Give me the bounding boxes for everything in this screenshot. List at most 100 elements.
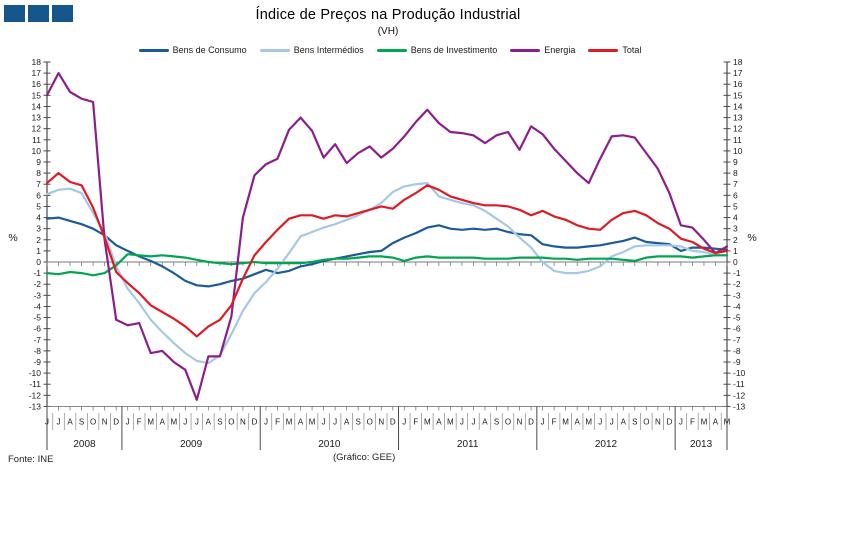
y-tick-label-right: -12 [733, 390, 746, 400]
legend-label: Energia [544, 45, 576, 55]
y-tick-label-left: -2 [33, 279, 41, 289]
series-line-energia [45, 71, 729, 401]
y-tick-label-right: -8 [733, 346, 741, 356]
month-label: A [574, 418, 580, 427]
month-label: M [309, 418, 316, 427]
legend-item: Bens Intermédios [259, 45, 364, 55]
year-label: 2008 [73, 439, 96, 450]
y-tick-label-left: -4 [33, 301, 41, 311]
month-label: D [528, 418, 534, 427]
y-tick-label-right: -6 [733, 324, 741, 334]
y-tick-label-left: -1 [33, 268, 41, 278]
y-tick-label-left: 16 [32, 79, 42, 89]
y-tick-label-left: -12 [29, 390, 42, 400]
month-label: O [228, 418, 234, 427]
y-tick-label-right: -5 [733, 313, 741, 323]
month-label: N [240, 418, 246, 427]
month-label: M [585, 418, 592, 427]
legend-item: Bens de Investimento [376, 45, 497, 55]
y-tick-label-left: 17 [32, 68, 42, 78]
year-label: 2010 [318, 439, 341, 450]
month-label: A [298, 418, 304, 427]
month-label: S [217, 418, 222, 427]
y-tick-label-right: 14 [733, 101, 743, 111]
y-tick-label-right: -11 [733, 379, 745, 389]
chart-title: Índice de Preços na Produção Industrial [255, 7, 521, 23]
y-tick-label-left: 12 [32, 124, 42, 134]
month-label: F [413, 418, 418, 427]
month-label: M [447, 418, 454, 427]
legend-item: Energia [510, 45, 575, 55]
y-tick-label-right: 1 [733, 246, 738, 256]
logo-square [28, 5, 49, 22]
legend: Bens de Consumo Bens Intermédios Bens de I… [40, 45, 740, 55]
month-label: F [690, 418, 695, 427]
y-tick-label-right: 0 [733, 257, 738, 267]
month-label: J [183, 418, 187, 427]
legend-item: Bens de Consumo [138, 45, 247, 55]
month-label: J [460, 418, 464, 427]
month-label: M [701, 418, 708, 427]
month-label: F [275, 418, 280, 427]
month-label: J [322, 418, 326, 427]
y-tick-label-right: 8 [733, 168, 738, 178]
y-tick-label-left: 3 [36, 224, 41, 234]
y-tick-label-left: 18 [32, 57, 42, 67]
y-tick-label-left: -7 [33, 335, 41, 345]
month-label: N [102, 418, 108, 427]
y-tick-label-left: 5 [36, 201, 41, 211]
y-tick-label-right: 18 [733, 57, 743, 67]
logo [4, 5, 73, 22]
legend-swatch [510, 48, 541, 52]
y-tick-label-right: 16 [733, 79, 743, 89]
month-label: O [643, 418, 649, 427]
y-tick-label-left: 4 [36, 213, 41, 223]
month-label: A [160, 418, 166, 427]
month-label: J [541, 418, 545, 427]
month-label: J [471, 418, 475, 427]
month-label: M [286, 418, 293, 427]
y-tick-label-left: 15 [32, 90, 42, 100]
y-tick-label-right: 10 [733, 146, 743, 156]
month-label: O [90, 418, 96, 427]
y-tick-label-left: 11 [32, 135, 41, 145]
year-label: 2011 [457, 439, 479, 450]
y-tick-label-right: 3 [733, 224, 738, 234]
y-tick-label-left: 0 [36, 257, 41, 267]
logo-square [52, 5, 73, 22]
y-tick-label-right: -13 [733, 401, 746, 411]
y-tick-label-left: 14 [32, 101, 42, 111]
y-tick-label-left: 2 [36, 235, 41, 245]
month-label: N [655, 418, 661, 427]
year-label: 2009 [180, 439, 203, 450]
y-tick-label-right: 4 [733, 213, 738, 223]
legend-label: Bens de Consumo [172, 45, 247, 55]
y-tick-label-right: 13 [733, 113, 743, 123]
month-label: A [344, 418, 350, 427]
month-label: A [482, 418, 488, 427]
month-label: J [679, 418, 683, 427]
month-label: J [195, 418, 199, 427]
y-tick-label-right: -2 [733, 279, 741, 289]
y-tick-label-right: 9 [733, 157, 738, 167]
source-note: Fonte: INE [8, 454, 54, 465]
month-label: F [137, 418, 142, 427]
month-label: F [552, 418, 557, 427]
y-tick-label-right: -9 [733, 357, 741, 367]
month-label: M [424, 418, 431, 427]
y-tick-label-right: -10 [733, 368, 746, 378]
month-label: A [713, 418, 719, 427]
month-label: A [206, 418, 212, 427]
month-label: M [562, 418, 569, 427]
month-label: M [170, 418, 177, 427]
y-tick-label-left: 1 [36, 246, 41, 256]
y-unit-label-left: % [8, 232, 17, 244]
month-label: O [367, 418, 373, 427]
chart-subtitle: (VH) [377, 26, 399, 37]
month-label: S [79, 418, 84, 427]
y-tick-label-right: 15 [733, 90, 743, 100]
legend-label: Bens Intermédios [293, 45, 364, 55]
y-tick-label-left: -13 [29, 401, 42, 411]
